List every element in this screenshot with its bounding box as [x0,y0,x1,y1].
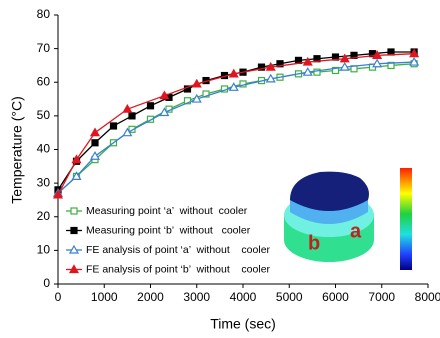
x-tick-label: 6000 [322,290,349,304]
marker [91,152,99,159]
series [55,49,417,193]
x-tick-label: 8000 [415,290,440,304]
inset-model: b a [284,168,412,270]
y-tick-label: 30 [37,175,51,189]
x-tick-label: 1000 [91,290,118,304]
legend-label: FE analysis of point ‘a’ without cooler [86,244,271,256]
x-tick-label: 4000 [230,290,257,304]
marker [111,123,117,129]
legend-label: Measuring point ‘b’ without cooler [86,224,251,236]
chart: b a Time (sec) Temperature (°C) 0 10 20 30 4… [0,0,440,338]
x-tick-label: 5000 [276,290,303,304]
y-tick-label: 40 [37,142,51,156]
y-tick-label: 20 [37,209,51,223]
inset-label: a [350,220,362,242]
y-tick-label: 80 [37,7,51,21]
series [54,50,418,198]
series [55,61,417,196]
x-axis-label: Time (sec) [210,316,276,332]
y-tick-label: 70 [37,41,51,55]
x-tick-label: 7000 [368,290,395,304]
x-tick-label: 2000 [137,290,164,304]
inset-label: b [308,232,320,254]
x-tick-label: 0 [55,290,62,304]
marker [129,113,135,119]
marker [91,129,99,136]
marker [148,103,154,109]
x-tick-label: 3000 [183,290,210,304]
marker [92,140,98,146]
legend-label: Measuring point ‘a’ without cooler [86,205,248,217]
y-tick-label: 0 [43,276,50,290]
legend-marker [71,228,77,234]
legend-marker [71,208,77,214]
y-axis-label: Temperature (°C) [9,96,25,204]
series [54,58,418,196]
y-tick-label: 50 [37,108,51,122]
y-tick-label: 10 [37,243,51,257]
y-tick-label: 60 [37,74,51,88]
legend-label: FE analysis of point ‘b’ without cooler [86,263,271,275]
